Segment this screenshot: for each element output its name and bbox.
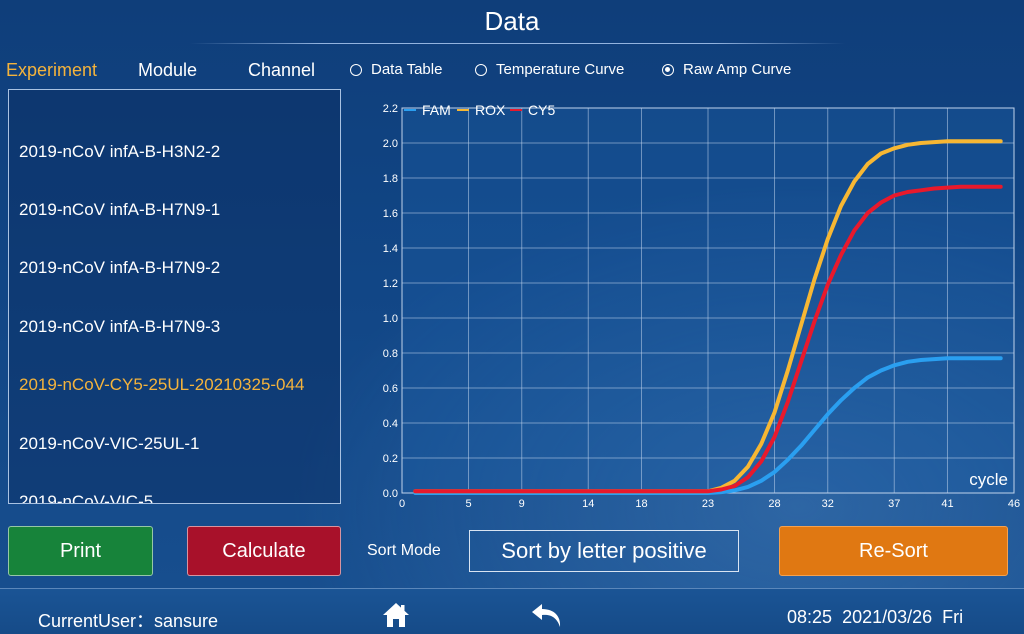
y-tick-label: 1.6 [383, 208, 398, 220]
radio-unselected-icon [350, 63, 362, 76]
y-tick-label: 0.2 [383, 453, 398, 465]
chart-svg: 0 5 9 14 18 23 28 32 37 41 46 0.0 0.2 0.4 0.6 0.8 1.0 1.2… [383, 102, 1020, 510]
y-tick-label: 1.0 [383, 313, 398, 325]
experiment-item[interactable]: 2019-nCoV infA-B-H3N2-2 [19, 142, 221, 161]
y-tick-label: 2.2 [383, 103, 398, 115]
x-tick-label: 0 [399, 498, 405, 510]
y-tick-label: 0.0 [383, 488, 398, 500]
current-user: CurrentUser：sansure [38, 611, 219, 631]
x-tick-label: 14 [582, 498, 594, 510]
radio-label: Temperature Curve [496, 61, 625, 78]
y-tick-label: 0.6 [383, 383, 398, 395]
x-tick-label: 32 [822, 498, 834, 510]
legend-label-fam: FAM [422, 102, 451, 118]
x-tick-label: 41 [941, 498, 953, 510]
y-tick-label: 0.8 [383, 348, 398, 360]
clock-time: 08:25 [787, 607, 833, 627]
page-title: Data [484, 6, 540, 36]
experiment-item-selected[interactable]: 2019-nCoV-CY5-25UL-20210325-044 [19, 375, 305, 394]
clock-weekday: Fri [942, 607, 964, 627]
tab-experiment[interactable]: Experiment [6, 60, 98, 80]
y-tick-label: 1.2 [383, 278, 398, 290]
experiment-item[interactable]: 2019-nCoV infA-B-H7N9-1 [19, 200, 221, 219]
experiment-item[interactable]: 2019-nCoV infA-B-H7N9-2 [19, 258, 221, 277]
x-tick-label: 9 [519, 498, 525, 510]
status-datetime: 08:25 2021/03/26 Fri [787, 607, 963, 628]
x-tick-label: 18 [635, 498, 647, 510]
y-tick-label: 1.8 [383, 173, 398, 185]
legend-label-rox: ROX [475, 102, 506, 118]
experiment-list[interactable]: 2019-nCoV infA-B-H3N2-2 2019-nCoV infA-B… [8, 89, 341, 504]
resort-button[interactable]: Re-Sort [779, 526, 1008, 576]
tab-module[interactable]: Module [138, 60, 198, 80]
tab-channel[interactable]: Channel [248, 60, 316, 80]
radio-selected-icon [662, 63, 674, 76]
x-tick-label: 5 [465, 498, 471, 510]
radio-raw-amp-curve[interactable]: Raw Amp Curve [662, 61, 791, 78]
print-button[interactable]: Print [8, 526, 153, 576]
status-bar: CurrentUser：sansure 08:25 2021/03/26 Fri [0, 588, 1024, 634]
radio-unselected-icon [475, 63, 487, 76]
clock-date: 2021/03/26 [842, 607, 933, 627]
x-tick-label: 28 [768, 498, 780, 510]
sort-mode-select[interactable]: Sort by letter positive [469, 530, 739, 572]
series-line-cy5 [413, 184, 1003, 494]
back-arrow-icon[interactable] [530, 601, 566, 629]
home-icon[interactable] [381, 601, 411, 629]
y-tick-label: 0.4 [383, 418, 398, 430]
sort-mode-label: Sort Mode [367, 542, 441, 559]
x-tick-label: 23 [702, 498, 714, 510]
experiment-item[interactable]: 2019-nCoV-VIC-25UL-1 [19, 434, 200, 453]
x-tick-label: 37 [888, 498, 900, 510]
radio-temperature-curve[interactable]: Temperature Curve [475, 61, 624, 78]
x-axis-label: cycle [969, 470, 1008, 489]
calculate-button[interactable]: Calculate [187, 526, 341, 576]
x-tick-label: 46 [1008, 498, 1020, 510]
experiment-item[interactable]: 2019-nCoV-VIC-5 [19, 492, 154, 504]
y-tick-label: 2.0 [383, 138, 398, 150]
radio-label: Raw Amp Curve [683, 61, 792, 78]
title-divider [190, 43, 845, 44]
radio-data-table[interactable]: Data Table [350, 61, 442, 78]
radio-label: Data Table [371, 61, 443, 78]
experiment-item[interactable]: 2019-nCoV infA-B-H7N9-3 [19, 317, 221, 336]
legend-label-cy5: CY5 [528, 102, 555, 118]
y-tick-label: 1.4 [383, 243, 398, 255]
raw-amp-chart: 0 5 9 14 18 23 28 32 37 41 46 0.0 0.2 0.4 0.6 0.8 1.0 1.2… [360, 96, 1024, 516]
